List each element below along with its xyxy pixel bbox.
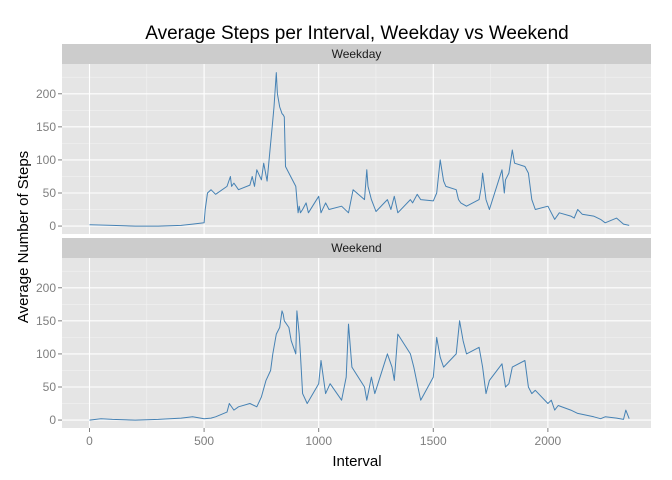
y-tick-label: 0: [49, 413, 56, 427]
strip-weekday: [62, 44, 651, 64]
x-tick-label: 0: [86, 434, 93, 448]
panel-background-weekend: [62, 258, 651, 428]
x-tick-label: 1000: [305, 434, 332, 448]
y-tick-label: 100: [36, 153, 56, 167]
series-line-weekend: [89, 310, 630, 421]
y-tick-label: 150: [36, 120, 56, 134]
y-axis-title: Average Number of Steps: [15, 151, 32, 323]
facet-weekday: Weekday 0 50 100 150 200: [36, 44, 651, 234]
strip-label-weekday: Weekday: [332, 47, 382, 61]
series-line-weekday: [89, 72, 630, 227]
y-tick-label: 0: [49, 219, 56, 233]
y-tick-label: 200: [36, 87, 56, 101]
y-tick-label: 200: [36, 281, 56, 295]
y-tick-label: 50: [43, 380, 57, 394]
x-axis-title: Interval: [332, 453, 381, 470]
x-tick-label: 500: [194, 434, 214, 448]
facet-panels: Weekday 0 50 100 150 200 Weekend 0 50 100 150 200: [36, 44, 651, 428]
chart-title: Average Steps per Interval, Weekday vs W…: [145, 23, 569, 44]
panel-background-weekday: [62, 64, 651, 234]
y-tick-label: 100: [36, 347, 56, 361]
facet-weekend: Weekend 0 50 100 150 200: [36, 238, 651, 428]
strip-weekend: [62, 238, 651, 258]
x-axis: 0 500 1000 1500 2000: [86, 428, 562, 448]
strip-label-weekend: Weekend: [331, 241, 381, 255]
y-tick-label: 50: [43, 186, 57, 200]
x-tick-label: 1500: [420, 434, 447, 448]
y-tick-label: 150: [36, 314, 56, 328]
x-tick-label: 2000: [535, 434, 562, 448]
